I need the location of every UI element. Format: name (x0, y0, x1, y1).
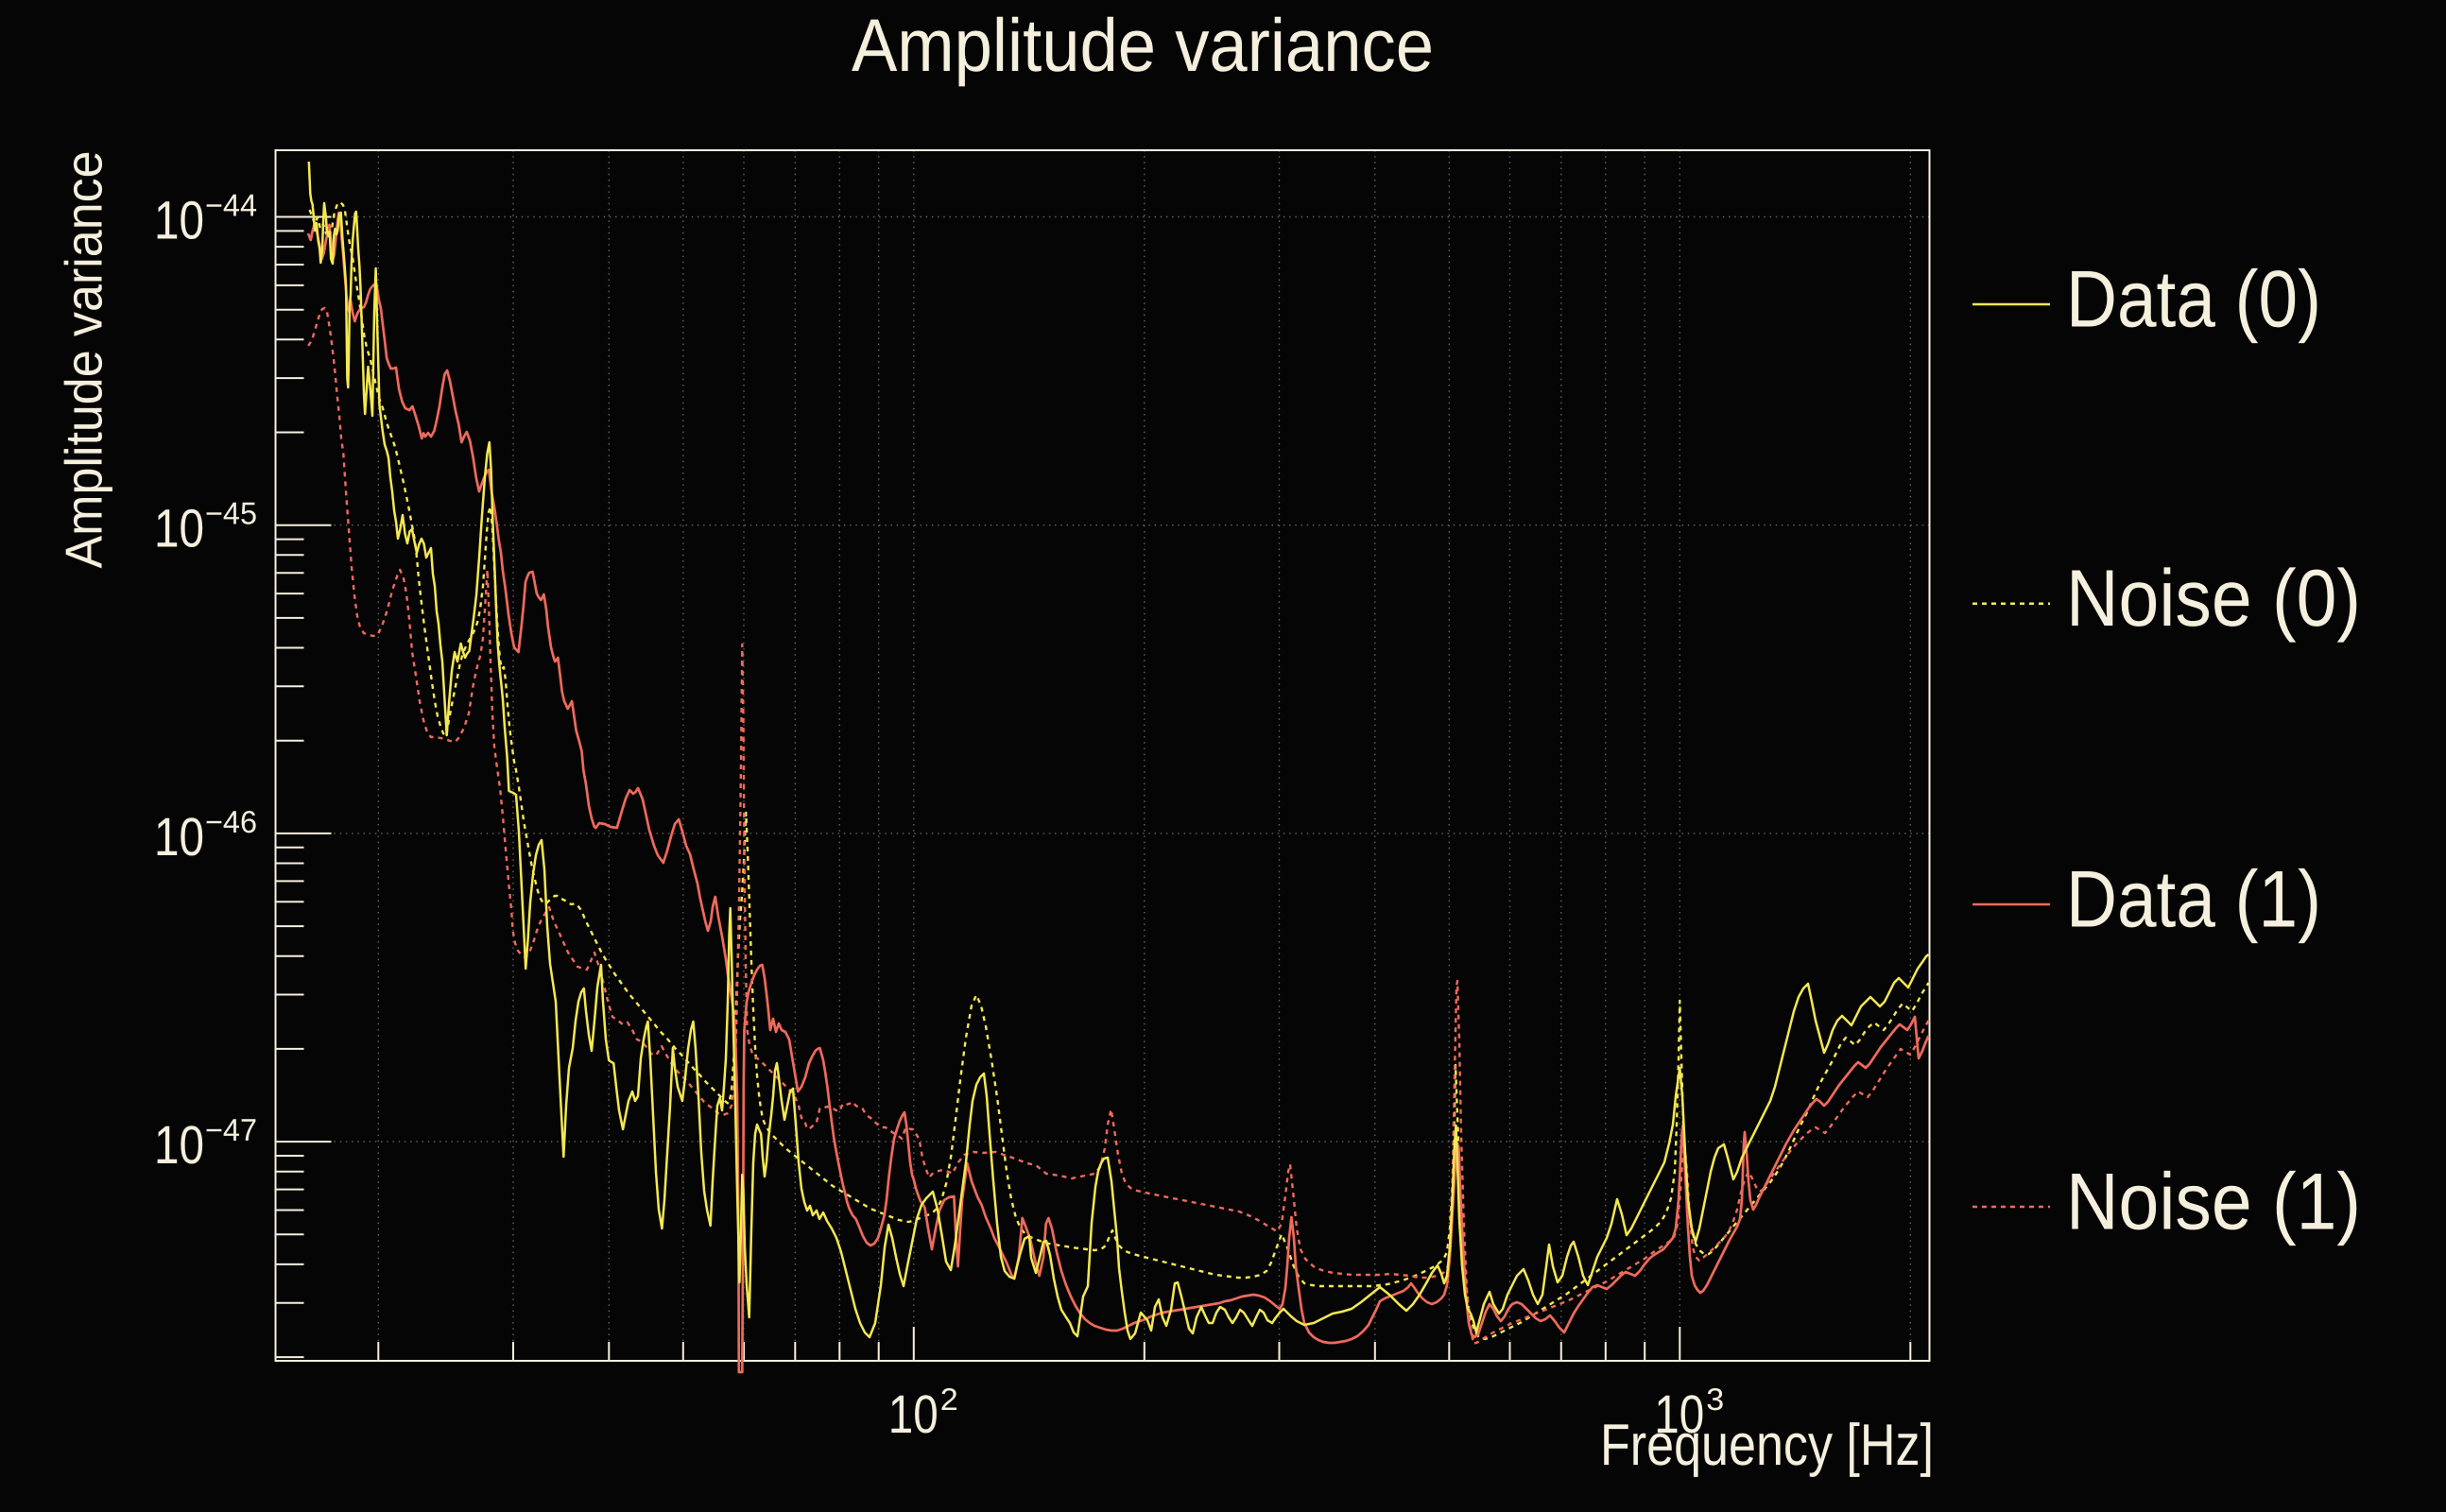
svg-text:Noise (0): Noise (0) (2066, 554, 2361, 644)
svg-text:Frequency [Hz]: Frequency [Hz] (1600, 1413, 1934, 1478)
svg-text:Data (0): Data (0) (2066, 255, 2321, 345)
svg-text:−45: −45 (205, 496, 257, 531)
svg-text:Amplitude variance: Amplitude variance (852, 3, 1434, 87)
svg-text:10: 10 (888, 1384, 939, 1445)
svg-text:10: 10 (154, 191, 204, 251)
svg-text:10: 10 (154, 807, 204, 868)
svg-text:−46: −46 (205, 804, 257, 839)
svg-text:Noise (1): Noise (1) (2066, 1158, 2361, 1247)
svg-text:Data (1): Data (1) (2066, 855, 2321, 945)
svg-text:10: 10 (154, 499, 204, 559)
svg-text:−47: −47 (205, 1112, 257, 1147)
svg-text:Amplitude variance: Amplitude variance (55, 151, 113, 569)
svg-text:2: 2 (940, 1382, 958, 1417)
svg-text:10: 10 (1654, 1384, 1704, 1445)
svg-text:10: 10 (154, 1115, 204, 1176)
svg-text:3: 3 (1706, 1382, 1724, 1417)
svg-text:−44: −44 (205, 188, 257, 223)
